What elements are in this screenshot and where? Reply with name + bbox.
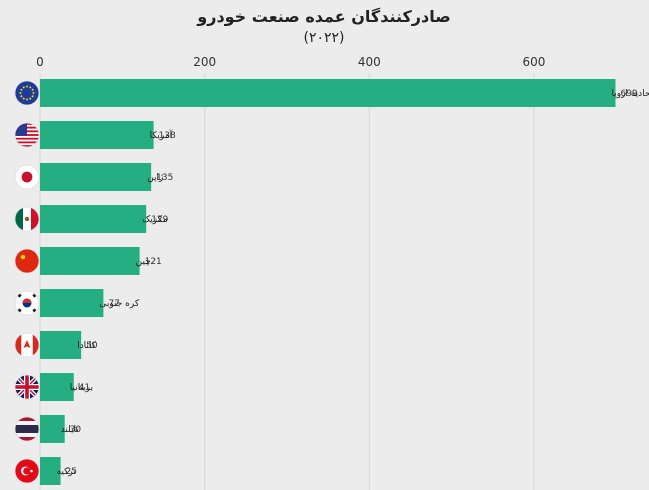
bar bbox=[40, 247, 140, 275]
bar bbox=[40, 373, 74, 401]
bar bbox=[40, 121, 154, 149]
bars bbox=[40, 79, 616, 485]
category-label: آمریکا bbox=[150, 129, 173, 141]
usa-flag-icon bbox=[14, 122, 40, 148]
canada-flag-icon bbox=[14, 332, 40, 358]
thailand-flag-icon bbox=[14, 416, 40, 442]
category-label: کره جنوبی bbox=[99, 299, 139, 309]
japan-flag-icon bbox=[14, 164, 40, 190]
bar bbox=[40, 331, 82, 359]
value-label: 25 bbox=[66, 467, 77, 477]
category-label: کانادا bbox=[77, 341, 96, 351]
turkey-flag-icon bbox=[14, 458, 40, 484]
value-label: 138 bbox=[159, 131, 176, 141]
value-label: 30 bbox=[70, 425, 82, 435]
x-tick-label: 400 bbox=[358, 55, 381, 69]
value-label: 121 bbox=[145, 257, 162, 267]
south-korea-flag-icon bbox=[14, 290, 40, 316]
x-tick-label: 200 bbox=[193, 55, 216, 69]
eu-flag-icon bbox=[14, 80, 40, 106]
flags bbox=[14, 80, 40, 484]
value-label: 129 bbox=[151, 215, 168, 225]
x-tick-label: 600 bbox=[523, 55, 546, 69]
category-label: تایلند bbox=[61, 425, 80, 435]
value-label: 77 bbox=[108, 299, 119, 309]
china-flag-icon bbox=[14, 248, 40, 274]
chart-subtitle: (۲۰۲۲) bbox=[303, 30, 344, 46]
value-label: 135 bbox=[156, 173, 173, 183]
category-label: اتحادیه اروپا bbox=[611, 89, 649, 99]
category-label: ترکیه bbox=[57, 467, 77, 477]
bar bbox=[40, 415, 65, 443]
bar bbox=[40, 79, 616, 107]
chart-title: صادرکنندگان عمده صنعت خودرو bbox=[196, 7, 450, 26]
x-axis-ticks: 0 200 400 600 bbox=[36, 55, 545, 69]
category-label: بریتانیا bbox=[70, 383, 93, 393]
x-tick-label: 0 bbox=[36, 55, 44, 69]
value-label: 50 bbox=[86, 341, 98, 351]
category-label: چین bbox=[136, 257, 151, 267]
uk-flag-icon bbox=[14, 374, 40, 400]
mexico-flag-icon bbox=[14, 206, 40, 232]
bar bbox=[40, 163, 152, 191]
category-label: ژاپن bbox=[147, 173, 163, 183]
bar bbox=[40, 457, 61, 485]
bar bbox=[40, 205, 147, 233]
bar bbox=[40, 289, 104, 317]
category-label: مکزیک bbox=[142, 215, 167, 225]
value-label: 41 bbox=[79, 383, 90, 393]
value-label: 699 bbox=[620, 89, 637, 99]
